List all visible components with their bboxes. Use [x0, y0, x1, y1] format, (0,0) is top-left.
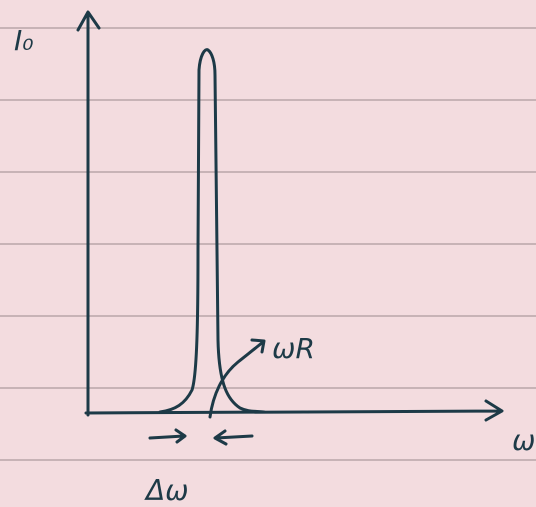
resonance-label: ωR — [272, 332, 315, 365]
width-label: Δω — [144, 474, 189, 507]
sketch: I₀ ω ωR Δω — [0, 0, 536, 507]
y-axis-label: I₀ — [14, 24, 33, 57]
paper — [0, 0, 536, 507]
x-axis-label: ω — [512, 424, 535, 457]
